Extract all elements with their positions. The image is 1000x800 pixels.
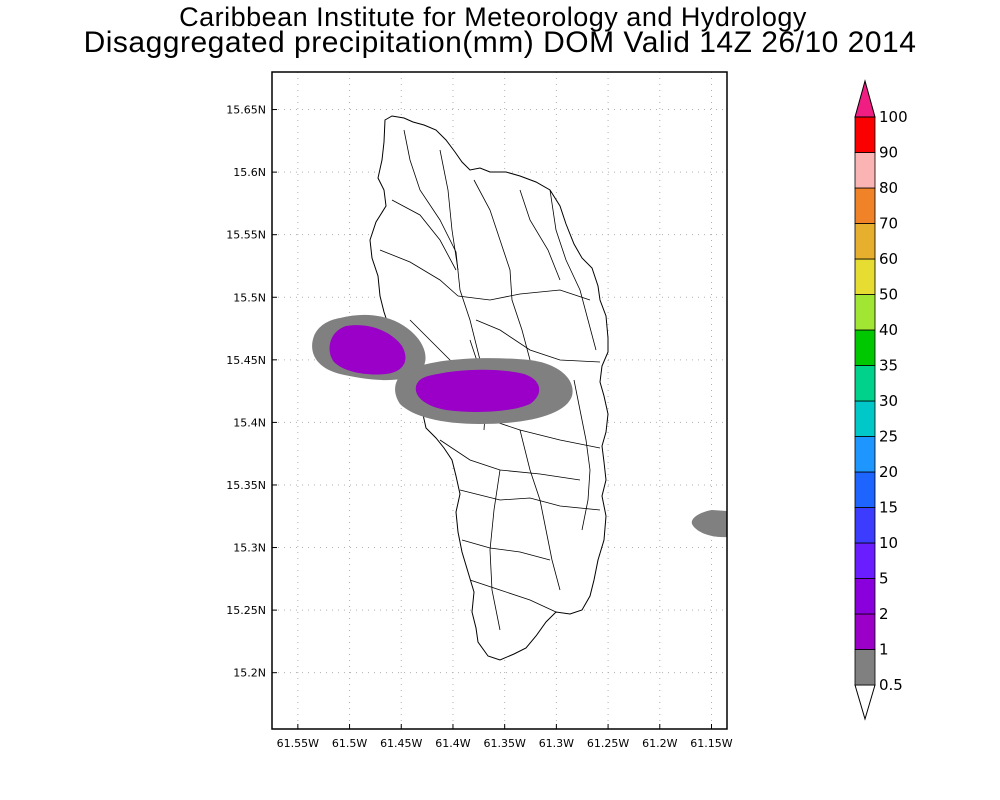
latitude-axis: 15.2N 15.25N 15.3N 15.35N 15.4N 15.45N 15.5N 15…	[226, 104, 277, 680]
colorbar-swatch-80	[854, 152, 876, 189]
colorbar-swatch-40	[854, 294, 876, 331]
colorbar-swatch-5	[854, 542, 876, 579]
lon-tick-label: 61.55W	[277, 737, 319, 750]
lat-tick-label: 15.4N	[233, 416, 266, 429]
lat-tick-label: 15.65N	[226, 104, 266, 117]
colorbar-swatch-35	[854, 329, 876, 366]
colorbar-label: 25	[879, 428, 898, 446]
precip-area-west-core	[329, 325, 406, 375]
colorbar-label: 60	[879, 250, 898, 268]
colorbar-label: 15	[879, 499, 898, 517]
colorbar-label: 20	[879, 463, 898, 481]
colorbar-label: 90	[879, 144, 898, 162]
lat-tick-label: 15.25N	[226, 604, 266, 617]
map-frame	[271, 71, 728, 730]
precip-area-east-offshore	[691, 510, 727, 538]
precip-area-central-core	[415, 369, 540, 412]
colorbar-label: 2	[879, 605, 889, 623]
colorbar-top-arrow	[854, 79, 876, 118]
colorbar-label: 35	[879, 357, 898, 375]
map-plot-area	[271, 71, 728, 730]
lat-tick-label: 15.35N	[226, 479, 266, 492]
lat-tick-label: 15.6N	[233, 166, 266, 179]
colorbar-label: 80	[879, 179, 898, 197]
colorbar-swatch-50	[854, 258, 876, 295]
colorbar-swatch-1	[854, 613, 876, 650]
colorbar-label: 0.5	[879, 676, 903, 694]
colorbar-swatch-20	[854, 436, 876, 473]
title-line-1: Caribbean Institute for Meteorology and …	[179, 2, 807, 32]
colorbar-swatch-0.5	[854, 649, 876, 686]
lat-tick-label: 15.45N	[226, 354, 266, 367]
colorbar-label: 5	[879, 570, 889, 588]
colorbar-label: 10	[879, 534, 898, 552]
colorbar-label: 70	[879, 215, 898, 233]
title-line-2: Disaggregated precipitation(mm) DOM Vali…	[83, 26, 917, 59]
colorbar-swatch-60	[854, 223, 876, 260]
colorbar-label: 30	[879, 392, 898, 410]
lat-tick-label: 15.2N	[233, 667, 266, 680]
colorbar-swatch-10	[854, 507, 876, 544]
lon-tick-label: 61.45W	[380, 737, 422, 750]
colorbar-label: 1	[879, 641, 889, 659]
colorbar-label: 50	[879, 286, 898, 304]
colorbar-label: 40	[879, 321, 898, 339]
colorbar-swatch-70	[854, 187, 876, 224]
lat-tick-label: 15.3N	[233, 542, 266, 555]
lon-tick-label: 61.25W	[587, 737, 629, 750]
colorbar-swatch-30	[854, 365, 876, 402]
precip-areas-heavy	[329, 325, 540, 412]
lat-tick-label: 15.55N	[226, 229, 266, 242]
colorbar-label: 100	[879, 108, 908, 126]
lat-tick-label: 15.5N	[233, 291, 266, 304]
lon-tick-label: 61.4W	[435, 737, 470, 750]
colorbar-swatch-90	[854, 116, 876, 153]
colorbar-swatch-2	[854, 578, 876, 615]
lon-tick-label: 61.35W	[483, 737, 525, 750]
lon-tick-label: 61.15W	[690, 737, 732, 750]
colorbar-swatch-25	[854, 400, 876, 437]
lon-tick-label: 61.5W	[332, 737, 367, 750]
lon-tick-label: 61.2W	[642, 737, 677, 750]
colorbar-bottom-arrow	[854, 684, 876, 721]
lon-tick-label: 61.3W	[539, 737, 574, 750]
colorbar-swatch-15	[854, 471, 876, 508]
longitude-axis: 61.55W 61.5W 61.45W 61.4W 61.35W 61.3W 61.25W 6…	[277, 724, 733, 750]
